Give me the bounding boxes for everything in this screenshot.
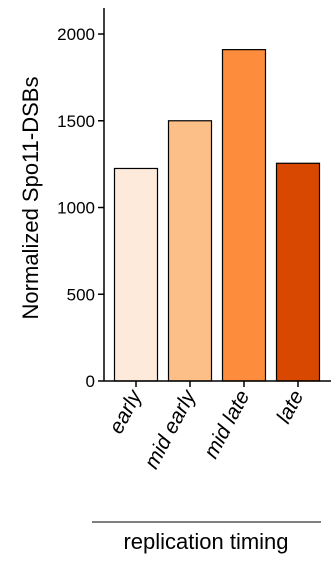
bars-group xyxy=(113,49,321,382)
y-tick-label: 1000 xyxy=(57,199,95,218)
y-tick-label: 1500 xyxy=(57,112,95,131)
y-axis-ticks: 0 500 1000 1500 2000 xyxy=(57,25,104,391)
bar-early xyxy=(113,167,159,382)
bar-mid-late xyxy=(221,49,267,382)
x-tick-label: mid late xyxy=(200,387,255,463)
bar-mid-early xyxy=(167,120,213,382)
y-axis-title: Normalized Spo11-DSBs xyxy=(18,77,43,320)
x-tick-label: early xyxy=(105,385,147,437)
y-tick-label: 0 xyxy=(86,372,95,391)
x-axis-title: replication timing xyxy=(123,529,288,554)
x-tick-label: mid early xyxy=(140,385,201,472)
x-tick-label: late xyxy=(272,387,308,428)
bar-late xyxy=(275,162,321,382)
y-tick-label: 2000 xyxy=(57,25,95,44)
y-tick-label: 500 xyxy=(67,285,95,304)
